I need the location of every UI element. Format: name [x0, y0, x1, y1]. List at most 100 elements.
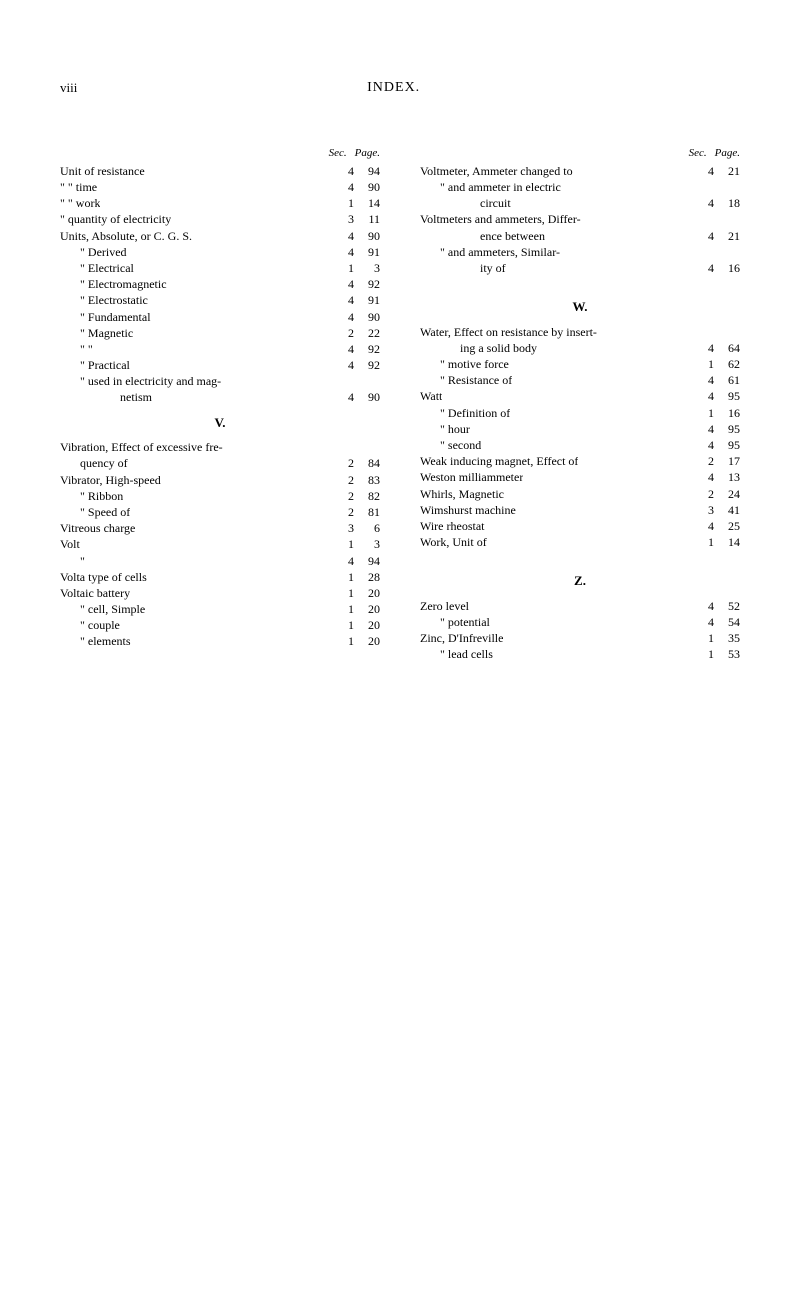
entry-text: " couple [60, 617, 120, 633]
entry-sec: 4 [694, 340, 714, 356]
index-entry: " second495 [420, 437, 740, 453]
entry-sec: 1 [334, 601, 354, 617]
index-entry: " "492 [60, 341, 380, 357]
index-entry: " hour495 [420, 421, 740, 437]
entry-page: 16 [714, 405, 740, 421]
entry-page: 21 [714, 228, 740, 244]
right-column: Sec. Page. Voltmeter, Ammeter changed to… [420, 146, 740, 663]
entry-page: 11 [354, 211, 380, 227]
index-entry: " used in electricity and mag- [60, 373, 380, 389]
entry-page: 20 [354, 633, 380, 649]
left-entries: Unit of resistance494" " time490" " work… [60, 163, 380, 650]
entry-text: Wimshurst machine [420, 502, 516, 518]
entry-sec: 4 [334, 244, 354, 260]
entry-page: 94 [354, 553, 380, 569]
index-entry: Wimshurst machine341 [420, 502, 740, 518]
entry-text: " Practical [60, 357, 130, 373]
index-entry: Zero level452 [420, 598, 740, 614]
entry-page: 64 [714, 340, 740, 356]
entry-page: 20 [354, 601, 380, 617]
entry-text: " Definition of [420, 405, 510, 421]
entry-text: " Ribbon [60, 488, 123, 504]
entry-page: 84 [354, 455, 380, 471]
page-heading: Page. [355, 146, 380, 161]
page-title: INDEX. [367, 80, 420, 96]
entry-page: 21 [714, 163, 740, 179]
index-entry: " lead cells153 [420, 646, 740, 662]
entry-page: 91 [354, 244, 380, 260]
section-letter: V. [60, 414, 380, 432]
index-entry: " Fundamental490 [60, 309, 380, 325]
entry-text: Voltaic battery [60, 585, 130, 601]
entry-sec: 4 [694, 421, 714, 437]
entry-page: 90 [354, 389, 380, 405]
entry-text: " " [60, 341, 93, 357]
index-entry: Watt495 [420, 388, 740, 404]
entry-text: " elements [60, 633, 131, 649]
spacer [420, 276, 740, 290]
index-entry: Whirls, Magnetic224 [420, 486, 740, 502]
index-entry: Weston milliammeter413 [420, 469, 740, 485]
index-entry: Voltaic battery120 [60, 585, 380, 601]
entry-page: 95 [714, 421, 740, 437]
entry-sec: 4 [694, 388, 714, 404]
index-entry: Voltmeters and ammeters, Differ- [420, 211, 740, 227]
entry-text: " Resistance of [420, 372, 512, 388]
entry-page: 6 [354, 520, 380, 536]
index-entry: " quantity of electricity311 [60, 211, 380, 227]
page-heading: Page. [715, 146, 740, 161]
entry-sec: 4 [334, 309, 354, 325]
index-entry: quency of 284 [60, 455, 380, 471]
entry-page: 53 [714, 646, 740, 662]
index-entry: " potential454 [420, 614, 740, 630]
entry-sec: 1 [694, 534, 714, 550]
entry-text: Voltmeter, Ammeter changed to [420, 163, 573, 179]
entry-text: " " work [60, 195, 100, 211]
index-columns: Sec. Page. Unit of resistance494" " time… [60, 146, 740, 663]
entry-page: 94 [354, 163, 380, 179]
entry-sec: 4 [334, 357, 354, 373]
index-entry: ity of416 [420, 260, 740, 276]
index-entry: " couple120 [60, 617, 380, 633]
entry-text: " [60, 553, 85, 569]
entry-page: 18 [714, 195, 740, 211]
section-letter: Z. [420, 572, 740, 590]
index-entry: " Electromagnetic492 [60, 276, 380, 292]
entry-sec: 4 [694, 469, 714, 485]
index-entry: " cell, Simple120 [60, 601, 380, 617]
entry-page: 14 [354, 195, 380, 211]
column-header-left: Sec. Page. [60, 146, 380, 161]
entry-sec: 1 [334, 617, 354, 633]
entry-page: 92 [354, 276, 380, 292]
entry-text: circuit [420, 195, 511, 211]
page-number: viii [60, 80, 77, 96]
entry-sec: 4 [694, 372, 714, 388]
entry-text: " quantity of electricity [60, 211, 171, 227]
entry-text: " lead cells [420, 646, 493, 662]
entry-sec: 2 [334, 455, 354, 471]
index-entry: Work, Unit of114 [420, 534, 740, 550]
index-entry: " Definition of 116 [420, 405, 740, 421]
entry-text: " Fundamental [60, 309, 151, 325]
entry-sec: 2 [694, 486, 714, 502]
entry-text: " motive force [420, 356, 509, 372]
index-entry: Zinc, D'Infreville135 [420, 630, 740, 646]
entry-page: 95 [714, 388, 740, 404]
entry-text: Zero level [420, 598, 469, 614]
entry-text: Unit of resistance [60, 163, 145, 179]
entry-page: 13 [714, 469, 740, 485]
entry-sec: 1 [334, 585, 354, 601]
column-header-right: Sec. Page. [420, 146, 740, 161]
index-entry: Volt13 [60, 536, 380, 552]
entry-text: Water, Effect on resistance by insert- [420, 324, 597, 340]
entry-sec: 2 [334, 472, 354, 488]
entry-page: 83 [354, 472, 380, 488]
entry-text: quency of [60, 455, 128, 471]
entry-sec: 4 [334, 553, 354, 569]
sec-heading: Sec. [689, 146, 707, 161]
entry-sec: 2 [334, 504, 354, 520]
entry-sec: 1 [694, 405, 714, 421]
entry-page: 81 [354, 504, 380, 520]
entry-page: 24 [714, 486, 740, 502]
entry-text: " Magnetic [60, 325, 133, 341]
